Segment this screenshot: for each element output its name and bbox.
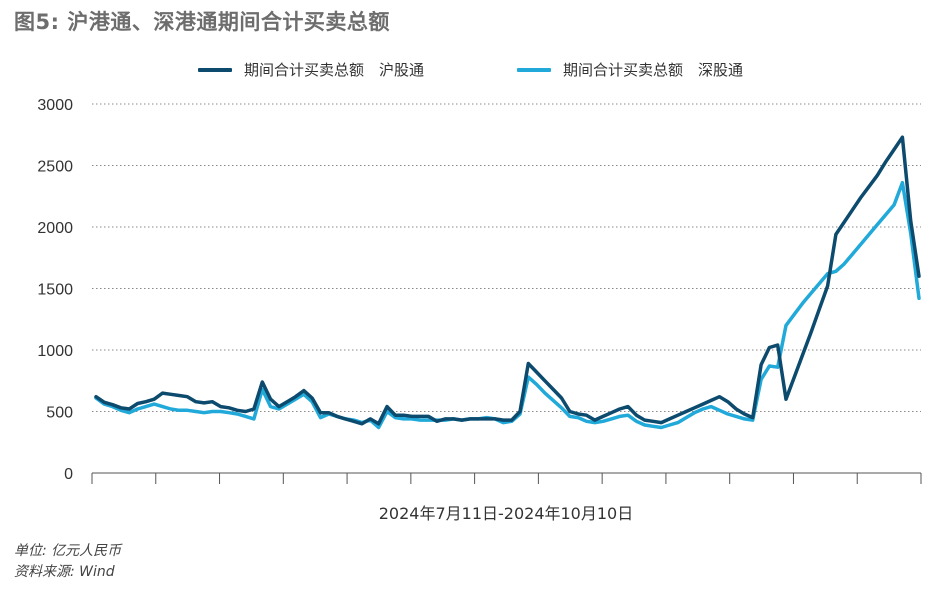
y-tick-label: 1500 <box>37 282 73 299</box>
source-note: 资料来源: Wind <box>14 564 115 580</box>
chart-title: 图5: 沪港通、深港通期间合计买卖总额 <box>14 10 390 34</box>
series-line-shanghai <box>94 135 921 426</box>
legend-swatch-shanghai <box>198 67 232 72</box>
unit-note: 单位: 亿元人民币 <box>14 543 122 559</box>
series-line-shenzhen <box>94 180 921 430</box>
legend-item-shanghai: 期间合计买卖总额 沪股通 <box>198 59 424 80</box>
legend-swatch-shenzhen <box>517 67 551 72</box>
legend-label-shenzhen: 期间合计买卖总额 深股通 <box>563 61 744 79</box>
legend-item-shenzhen: 期间合计买卖总额 深股通 <box>517 59 743 80</box>
y-tick-label: 0 <box>64 466 73 483</box>
y-tick-label: 500 <box>46 405 73 422</box>
legend-label-shanghai: 期间合计买卖总额 沪股通 <box>244 61 425 79</box>
y-tick-label: 1000 <box>37 343 73 360</box>
y-tick-label: 3000 <box>37 97 73 114</box>
y-tick-label: 2500 <box>37 159 73 176</box>
y-tick-label: 2000 <box>37 220 73 237</box>
x-axis-label: 2024年7月11日-2024年10月10日 <box>378 504 634 523</box>
chart-legend: 期间合计买卖总额 沪股通 期间合计买卖总额 深股通 <box>0 59 940 81</box>
